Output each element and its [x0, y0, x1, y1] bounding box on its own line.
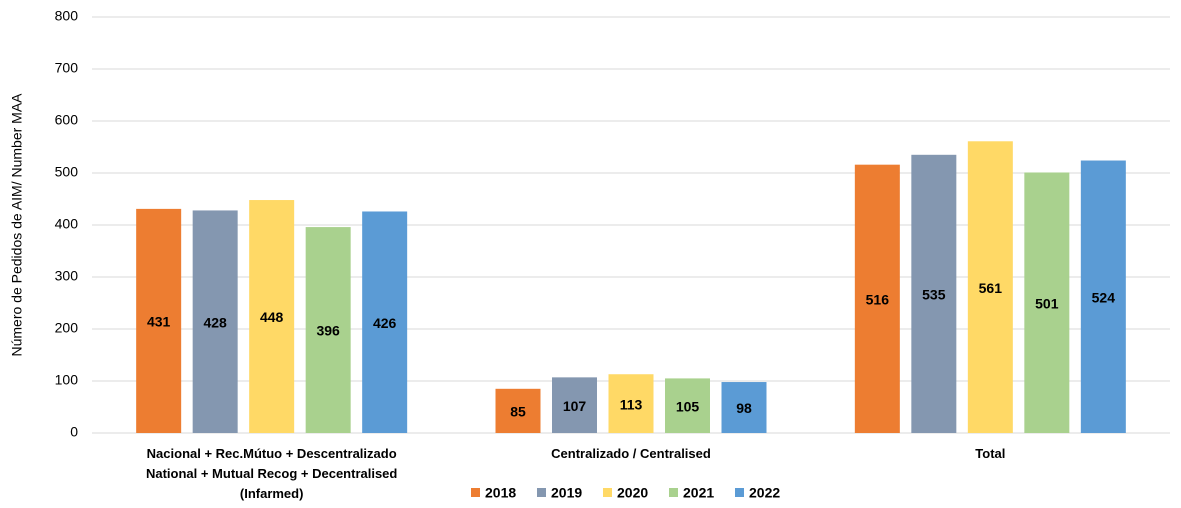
bar: [305, 227, 351, 433]
data-label: 501: [1035, 295, 1059, 311]
y-axis-label: Número de Pedidos de AIM/ Number MAA: [9, 93, 25, 357]
legend-label: 2022: [749, 485, 780, 501]
bar: [665, 378, 710, 433]
legend-swatch: [471, 488, 480, 497]
legend-swatch: [537, 488, 546, 497]
data-label: 516: [866, 292, 890, 308]
y-tick-label: 100: [55, 372, 79, 388]
x-tick-label: Nacional + Rec.Mútuo + Descentralizado N…: [145, 446, 398, 501]
bar: [495, 388, 541, 433]
data-label: 85: [510, 404, 526, 420]
legend-label: 2018: [485, 485, 516, 501]
y-tick-label: 700: [55, 60, 79, 76]
data-label: 448: [260, 309, 284, 325]
data-label: 113: [620, 396, 643, 412]
y-tick-label: 300: [55, 268, 79, 284]
bar: [1080, 160, 1126, 433]
data-label: 426: [373, 315, 397, 331]
legend-swatch: [735, 488, 744, 497]
bar: [1024, 172, 1070, 434]
bar: [192, 210, 238, 433]
y-tick-label: 0: [70, 424, 78, 440]
bar: [552, 377, 597, 433]
data-label: 105: [676, 398, 700, 414]
data-label: 431: [147, 314, 171, 330]
legend-swatch: [603, 488, 612, 497]
bar: [967, 141, 1013, 433]
x-tick-label: Total: [975, 446, 1006, 461]
x-tick-label: Centralizado / Centralised: [551, 446, 711, 461]
data-label: 107: [563, 398, 587, 414]
bar: [854, 164, 900, 433]
bar: [911, 154, 957, 434]
y-tick-label: 200: [55, 320, 79, 336]
bar: [136, 208, 182, 433]
data-label: 396: [316, 323, 340, 339]
y-tick-label: 600: [55, 112, 79, 128]
data-label: 98: [736, 400, 752, 416]
data-label: 524: [1092, 289, 1116, 305]
legend-label: 2020: [617, 485, 648, 501]
y-tick-label: 800: [55, 8, 79, 24]
legend-swatch: [669, 488, 678, 497]
bar: [362, 211, 408, 433]
bar: [721, 382, 767, 433]
data-label: 561: [979, 280, 1003, 296]
y-tick-label: 400: [55, 216, 79, 232]
data-label: 535: [922, 287, 946, 303]
data-label: 428: [203, 314, 227, 330]
bar: [249, 200, 295, 433]
bar: [608, 374, 654, 433]
legend-label: 2019: [551, 485, 582, 501]
y-tick-label: 500: [55, 164, 79, 180]
legend-label: 2021: [683, 485, 714, 501]
